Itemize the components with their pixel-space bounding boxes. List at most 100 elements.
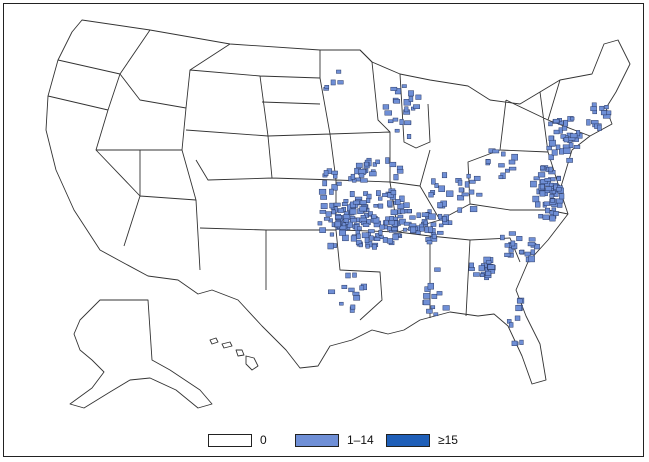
legend-label-zero: 0 <box>260 433 267 447</box>
county-marker <box>355 162 363 168</box>
county-marker <box>561 125 568 131</box>
county-marker <box>353 295 361 301</box>
county-marker <box>508 322 514 328</box>
county-marker <box>498 163 505 168</box>
county-marker <box>397 203 405 210</box>
county-marker <box>426 240 433 245</box>
county-marker <box>406 134 412 139</box>
county-marker <box>548 154 554 161</box>
county-marker <box>331 209 336 215</box>
county-marker <box>492 149 500 154</box>
county-marker <box>377 203 384 209</box>
county-marker <box>319 209 327 214</box>
county-marker <box>556 187 562 192</box>
county-marker <box>374 237 381 241</box>
county-marker <box>485 270 492 276</box>
county-marker <box>442 216 447 223</box>
legend-item-low: 1–14 <box>295 430 374 450</box>
county-marker <box>441 172 448 179</box>
county-marker <box>553 129 560 135</box>
county-marker <box>563 147 571 154</box>
county-marker <box>317 221 323 226</box>
county-marker <box>590 106 597 112</box>
county-marker <box>404 120 412 126</box>
county-marker <box>397 214 404 219</box>
county-marker <box>359 206 367 212</box>
county-marker <box>384 219 389 226</box>
county-marker <box>387 200 393 207</box>
county-marker <box>545 207 551 214</box>
county-marker <box>438 185 445 192</box>
county-marker <box>423 299 431 306</box>
county-marker <box>576 130 581 137</box>
county-marker <box>331 170 338 175</box>
county-marker <box>530 249 536 255</box>
county-marker <box>511 340 518 346</box>
us-county-map <box>45 19 631 409</box>
county-marker <box>500 234 505 241</box>
county-marker <box>426 308 433 314</box>
county-marker <box>320 203 328 209</box>
legend-label-high: ≥15 <box>438 433 458 447</box>
county-marker <box>416 212 421 218</box>
county-marker <box>376 190 381 196</box>
county-marker <box>379 224 385 230</box>
county-marker <box>573 145 581 149</box>
county-marker <box>504 252 511 257</box>
county-marker <box>518 249 525 255</box>
county-marker <box>537 172 546 178</box>
county-marker <box>447 220 453 225</box>
county-marker <box>473 272 480 277</box>
county-marker <box>498 175 504 180</box>
county-marker <box>508 166 517 171</box>
county-marker <box>356 226 362 231</box>
county-marker <box>322 180 328 187</box>
county-marker <box>413 104 420 109</box>
county-marker <box>386 238 393 244</box>
county-marker <box>362 222 370 227</box>
county-marker <box>361 232 370 239</box>
county-marker <box>549 194 555 198</box>
county-marker <box>408 223 417 227</box>
county-marker <box>597 124 602 131</box>
county-marker <box>478 265 485 272</box>
county-marker <box>359 200 367 205</box>
county-marker <box>434 183 439 188</box>
legend: 0 1–14 ≥15 <box>0 430 649 452</box>
county-marker <box>542 214 550 220</box>
county-marker <box>330 79 336 86</box>
hawaii-islands <box>209 337 259 371</box>
county-marker <box>359 285 365 291</box>
county-marker <box>553 211 559 216</box>
county-marker <box>352 200 360 205</box>
alaska-outline <box>69 299 213 409</box>
county-marker <box>349 208 357 215</box>
county-marker <box>396 168 404 174</box>
county-marker <box>336 181 342 186</box>
county-marker <box>335 215 342 220</box>
county-marker <box>559 193 565 200</box>
county-marker <box>331 184 338 191</box>
county-marker <box>549 215 556 222</box>
county-marker <box>604 105 609 110</box>
county-marker <box>548 135 554 141</box>
county-marker <box>514 315 521 321</box>
county-marker <box>430 222 437 227</box>
county-marker <box>323 217 331 221</box>
county-marker <box>333 202 341 207</box>
county-marker <box>505 168 510 173</box>
county-marker <box>434 267 441 272</box>
county-marker <box>428 213 436 220</box>
legend-item-zero: 0 <box>208 430 267 450</box>
county-marker <box>479 273 485 277</box>
county-marker <box>568 142 574 149</box>
county-marker <box>548 121 553 127</box>
county-marker <box>563 119 569 127</box>
county-marker <box>320 195 327 200</box>
county-marker <box>339 229 346 236</box>
county-marker <box>511 153 518 161</box>
county-marker <box>566 157 573 163</box>
county-marker <box>533 176 540 181</box>
county-marker <box>382 193 389 197</box>
county-marker <box>457 179 463 186</box>
